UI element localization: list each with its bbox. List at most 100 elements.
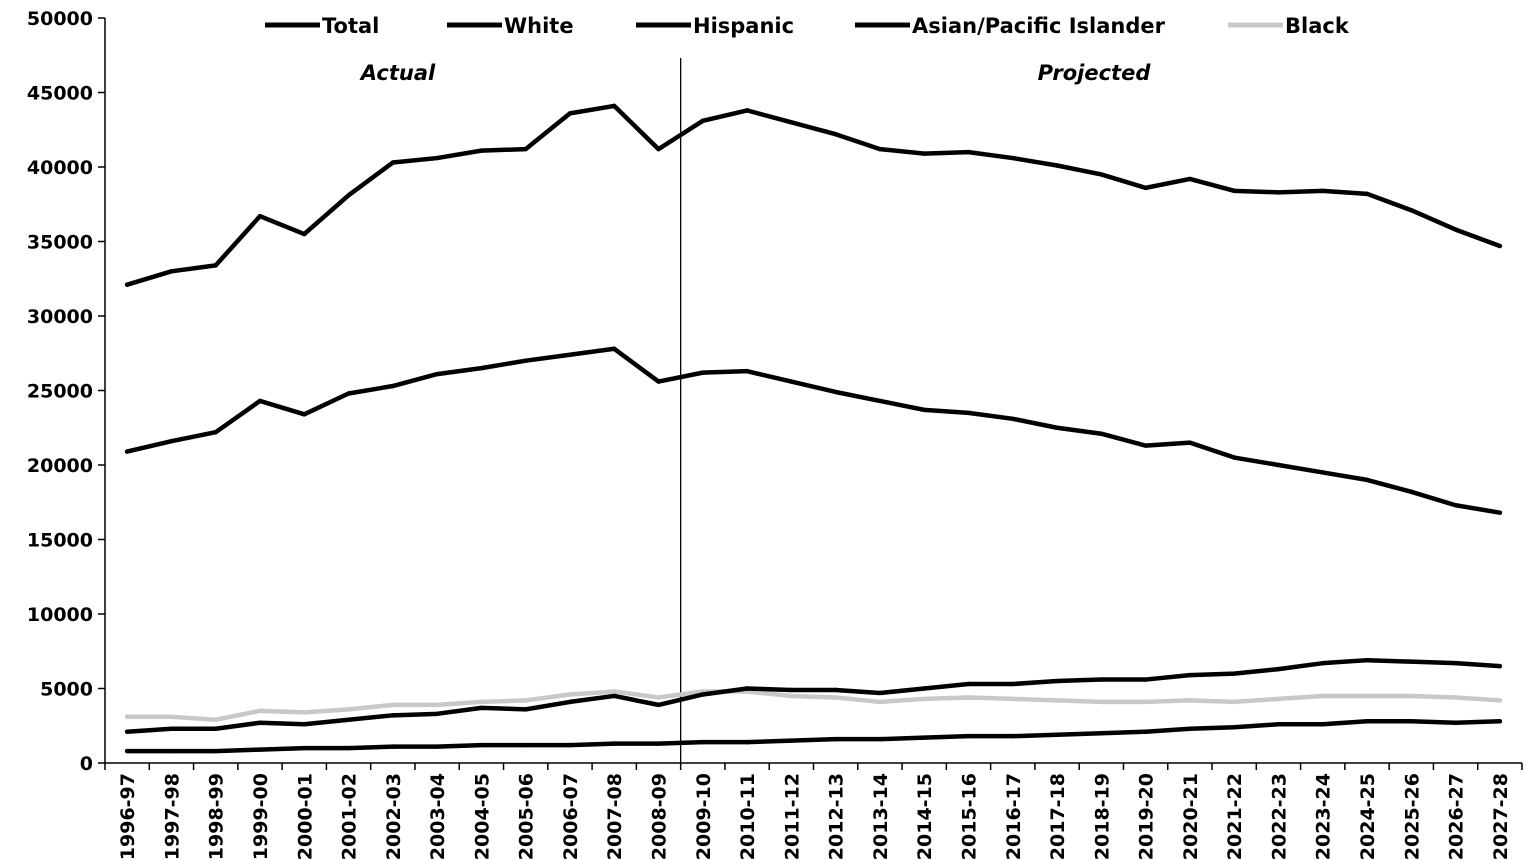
- data-point-total: [434, 155, 440, 161]
- data-point-black: [656, 695, 661, 700]
- data-point-hispanic: [877, 690, 883, 696]
- data-point-white: [213, 430, 218, 435]
- data-point-black: [922, 696, 927, 702]
- annotation-actual: Actual: [359, 61, 436, 85]
- data-point-total: [877, 146, 883, 152]
- data-point-hispanic: [1364, 657, 1370, 663]
- data-point-white: [302, 412, 307, 417]
- data-point-black: [1099, 699, 1104, 705]
- x-tick-label: 1996-97: [117, 773, 139, 859]
- data-point-total: [700, 118, 705, 124]
- data-point-hispanic: [744, 686, 750, 691]
- data-point-white: [1453, 503, 1458, 508]
- data-point-asian-pacific-islander: [1409, 719, 1414, 724]
- data-point-total: [1187, 176, 1193, 182]
- data-point-black: [213, 717, 218, 722]
- data-point-black: [833, 695, 838, 700]
- data-point-black: [1497, 698, 1503, 703]
- data-point-total: [1054, 163, 1060, 168]
- data-point-hispanic: [1497, 663, 1503, 669]
- x-tick-label: 2012-13: [826, 773, 848, 859]
- data-point-black: [1187, 698, 1193, 703]
- annotation-projected: Projected: [1038, 61, 1152, 85]
- x-tick-label: 2005-06: [516, 773, 538, 859]
- data-point-hispanic: [1143, 677, 1148, 682]
- data-point-hispanic: [1409, 659, 1414, 664]
- data-point-total: [523, 146, 528, 152]
- data-point-total: [479, 148, 484, 153]
- y-tick-label: 50000: [27, 8, 93, 30]
- data-point-asian-pacific-islander: [656, 741, 661, 746]
- data-point-black: [434, 702, 440, 708]
- data-point-asian-pacific-islander: [346, 745, 351, 751]
- x-tick-label: 2009-10: [693, 773, 715, 859]
- data-point-white: [1010, 416, 1015, 422]
- data-point-white: [700, 370, 705, 375]
- data-point-total: [124, 282, 130, 287]
- data-point-asian-pacific-islander: [1054, 732, 1060, 737]
- data-point-white: [612, 346, 617, 351]
- x-tick-label: 2011-12: [781, 773, 803, 859]
- data-point-hispanic: [789, 687, 794, 693]
- legend: Total White Hispanic Asian/Pacific Islander…: [265, 14, 1350, 38]
- data-point-asian-pacific-islander: [169, 748, 174, 754]
- legend-label-black: Black: [1285, 14, 1350, 38]
- data-point-black: [1231, 699, 1237, 705]
- data-point-black: [567, 692, 573, 697]
- x-tick-label: 2010-11: [737, 773, 759, 859]
- data-point-total: [612, 103, 617, 109]
- data-point-black: [966, 695, 971, 700]
- data-point-white: [1231, 455, 1237, 460]
- data-point-white: [1409, 489, 1414, 495]
- x-tick-label: 2024-25: [1357, 773, 1379, 859]
- x-tick-label: 1997-98: [161, 773, 183, 859]
- data-point-asian-pacific-islander: [302, 745, 307, 751]
- data-point-total: [656, 146, 661, 152]
- data-point-white: [479, 365, 484, 371]
- data-point-total: [1231, 188, 1237, 194]
- x-tick-label: 1998-99: [206, 773, 228, 859]
- data-point-asian-pacific-islander: [213, 748, 218, 754]
- data-point-black: [877, 699, 883, 705]
- x-tick-label: 2000-01: [294, 773, 316, 859]
- x-tick-label: 2019-20: [1136, 773, 1158, 859]
- data-point-black: [124, 714, 130, 720]
- data-point-asian-pacific-islander: [1231, 725, 1237, 730]
- data-point-hispanic: [302, 722, 307, 727]
- x-tick-label: 2027-28: [1490, 773, 1512, 859]
- data-point-white: [346, 391, 351, 396]
- data-point-hispanic: [1010, 681, 1015, 687]
- y-tick-label: 30000: [27, 306, 93, 328]
- data-point-black: [1364, 693, 1370, 699]
- data-point-hispanic: [257, 720, 263, 725]
- data-point-hispanic: [1231, 671, 1237, 676]
- data-point-hispanic: [1054, 678, 1060, 684]
- legend-label-asian-pacific-islander: Asian/Pacific Islander: [912, 14, 1166, 38]
- data-point-total: [1276, 190, 1281, 195]
- data-point-asian-pacific-islander: [833, 736, 838, 742]
- data-point-total: [346, 193, 351, 198]
- data-point-hispanic: [1187, 672, 1193, 678]
- data-point-black: [346, 707, 351, 712]
- data-point-total: [966, 149, 971, 155]
- data-point-black: [612, 689, 617, 694]
- x-tick-label: 2013-14: [870, 773, 892, 859]
- x-tick-label: 2026-27: [1446, 773, 1468, 859]
- series-line-black: [124, 689, 1503, 723]
- data-point-hispanic: [213, 726, 218, 731]
- x-tick-label: 2018-19: [1091, 773, 1113, 859]
- data-point-black: [523, 698, 528, 703]
- data-point-white: [434, 371, 440, 377]
- data-point-hispanic: [479, 705, 484, 711]
- data-point-hispanic: [656, 702, 661, 708]
- data-point-hispanic: [346, 717, 351, 722]
- data-point-hispanic: [1099, 677, 1104, 682]
- data-point-black: [789, 693, 794, 699]
- data-point-white: [169, 438, 174, 444]
- data-point-asian-pacific-islander: [1453, 720, 1458, 725]
- annotations: Actual Projected: [359, 61, 1152, 85]
- data-point-hispanic: [1276, 666, 1281, 672]
- data-point-white: [257, 398, 263, 404]
- data-point-black: [479, 699, 484, 705]
- data-point-black: [1409, 693, 1414, 699]
